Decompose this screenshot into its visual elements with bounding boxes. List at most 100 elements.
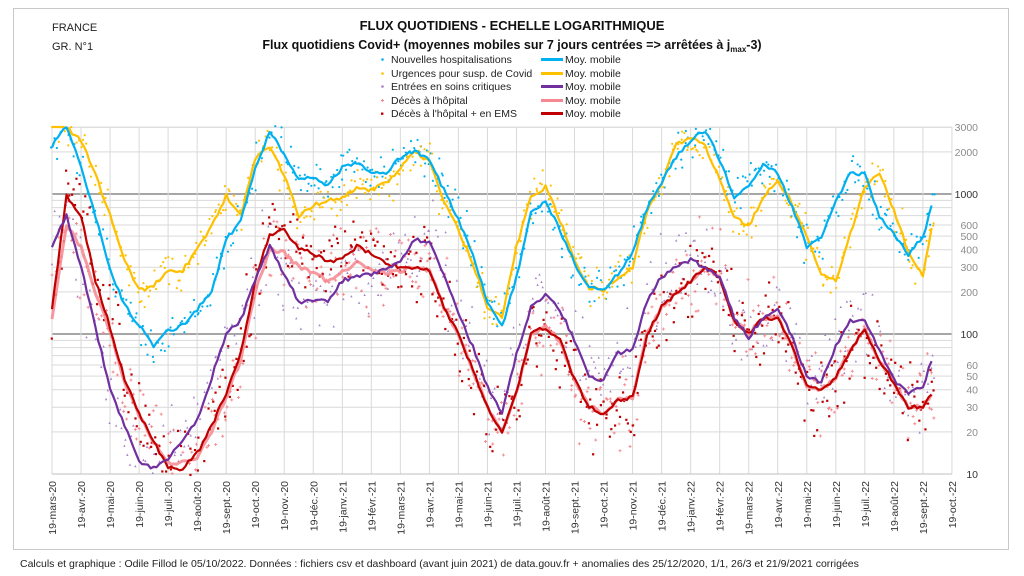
daily-point [180, 289, 183, 292]
daily-point [197, 262, 200, 266]
daily-point [675, 289, 678, 292]
daily-point [437, 296, 440, 299]
daily-point [850, 369, 854, 373]
daily-point [102, 283, 105, 287]
daily-point [296, 227, 299, 230]
daily-point [535, 187, 538, 190]
daily-point [918, 373, 922, 377]
daily-point [542, 318, 545, 322]
daily-point [615, 409, 618, 412]
daily-point [877, 324, 881, 328]
daily-point [820, 369, 824, 373]
daily-point [427, 252, 431, 256]
daily-point [625, 418, 628, 421]
daily-point [489, 445, 492, 448]
daily-point [75, 141, 78, 144]
daily-point [84, 195, 87, 198]
daily-point [635, 418, 639, 422]
daily-point [637, 338, 641, 342]
daily-point [126, 268, 129, 271]
daily-point [236, 388, 239, 391]
x-tick-label: 19-mars-20 [47, 481, 59, 535]
daily-point [886, 379, 889, 382]
daily-point [549, 316, 553, 319]
daily-point [166, 432, 170, 436]
daily-point [717, 165, 721, 168]
legend-marker-icon [381, 99, 384, 102]
daily-point [656, 321, 660, 325]
daily-point [515, 372, 519, 376]
daily-point [292, 306, 295, 309]
daily-point [134, 417, 137, 420]
daily-point [452, 312, 456, 316]
daily-point [929, 371, 933, 375]
daily-point [837, 329, 841, 332]
daily-point [918, 371, 922, 375]
daily-point [910, 232, 913, 236]
daily-point [921, 243, 924, 246]
daily-point [569, 388, 573, 392]
daily-point [922, 369, 926, 373]
daily-point [397, 160, 400, 163]
daily-point [707, 290, 710, 294]
daily-point [580, 256, 583, 259]
daily-point [395, 274, 398, 277]
x-tick-label: 19-déc.-21 [657, 481, 669, 531]
daily-point [738, 299, 741, 302]
x-tick-label: 19-oct.-21 [599, 481, 611, 528]
daily-point [416, 286, 420, 290]
daily-point [894, 395, 898, 398]
daily-point [115, 291, 118, 294]
daily-point [123, 444, 126, 447]
daily-point [319, 265, 323, 269]
daily-point [210, 397, 214, 401]
daily-point [146, 353, 149, 356]
daily-point [441, 207, 444, 210]
daily-point [218, 385, 221, 388]
daily-point [608, 397, 612, 401]
daily-point [686, 146, 690, 149]
moving-average-line-dcems [50, 193, 933, 472]
daily-point [618, 371, 622, 374]
daily-point [428, 142, 432, 145]
daily-point [341, 275, 345, 279]
daily-point [441, 275, 445, 278]
daily-point [135, 312, 138, 315]
daily-point [505, 401, 509, 405]
daily-point [852, 155, 855, 158]
daily-point [846, 335, 850, 339]
daily-point [855, 332, 858, 335]
daily-point [424, 162, 427, 165]
daily-point [349, 189, 352, 192]
daily-point [89, 175, 93, 178]
daily-point [135, 425, 138, 428]
daily-point [179, 444, 183, 448]
daily-point [547, 335, 550, 338]
daily-point [593, 300, 596, 303]
daily-point [822, 283, 825, 286]
daily-point [144, 343, 147, 346]
daily-point [650, 211, 653, 215]
daily-point [590, 279, 594, 282]
daily-point [229, 244, 233, 247]
daily-point [646, 311, 650, 315]
daily-point [541, 285, 544, 289]
legend: Nouvelles hospitalisations Moy. mobileUrg… [381, 54, 621, 120]
daily-point [377, 230, 381, 234]
daily-point [556, 314, 559, 317]
daily-point [108, 284, 111, 287]
daily-point [301, 233, 305, 237]
daily-point [496, 412, 499, 415]
daily-point [371, 168, 374, 171]
daily-point [138, 442, 142, 446]
daily-point [734, 338, 738, 341]
daily-point [741, 175, 744, 178]
daily-point [787, 188, 790, 191]
daily-point [413, 146, 416, 150]
daily-point [466, 368, 470, 372]
daily-point [655, 181, 658, 185]
country-label: FRANCE [52, 22, 97, 34]
daily-point [344, 259, 347, 262]
daily-point [357, 301, 361, 304]
daily-point [305, 244, 308, 247]
